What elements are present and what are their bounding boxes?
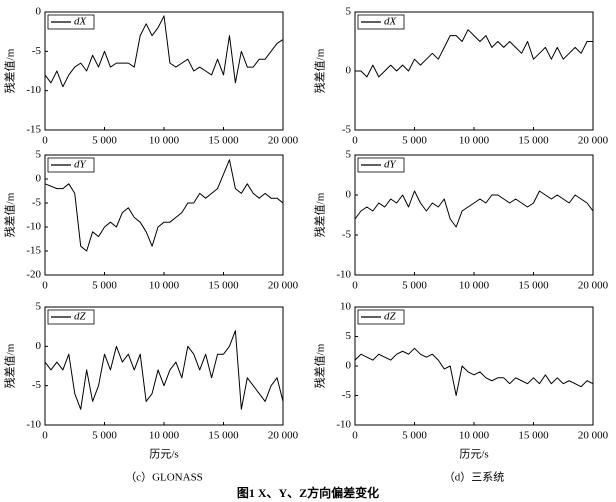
x-tick-label: 5 000 bbox=[92, 280, 117, 292]
y-tick-label: -10 bbox=[26, 84, 41, 96]
legend-label: dZ bbox=[384, 311, 397, 323]
x-tick-label: 10 000 bbox=[149, 280, 180, 292]
y-axis-label: 残差值/m bbox=[313, 192, 327, 237]
data-line bbox=[354, 190, 594, 228]
x-axis-label: 历元/s bbox=[459, 448, 488, 461]
legend-label: dX bbox=[384, 16, 398, 28]
y-tick-label: -5 bbox=[32, 379, 42, 391]
y-tick-label: 5 bbox=[346, 149, 352, 161]
x-tick-label: 5 000 bbox=[402, 430, 427, 442]
data-line bbox=[44, 159, 284, 252]
legend-label: dX bbox=[74, 16, 88, 28]
x-tick-label: 15 000 bbox=[518, 280, 549, 292]
x-tick-label: 15 000 bbox=[208, 430, 239, 442]
y-tick-label: -10 bbox=[336, 269, 351, 281]
legend-label: dY bbox=[384, 159, 398, 171]
x-tick-label: 20 000 bbox=[578, 135, 609, 147]
y-tick-label: 0 bbox=[36, 340, 42, 352]
x-tick-label: 5 000 bbox=[92, 430, 117, 442]
x-tick-label: 15 000 bbox=[518, 135, 549, 147]
x-tick-label: 0 bbox=[42, 430, 48, 442]
x-tick-label: 5 000 bbox=[402, 135, 427, 147]
x-tick-label: 0 bbox=[352, 430, 358, 442]
x-tick-label: 0 bbox=[42, 135, 48, 147]
data-line bbox=[44, 330, 284, 410]
x-tick-label: 15 000 bbox=[208, 280, 239, 292]
y-tick-label: 0 bbox=[346, 360, 352, 372]
y-tick-label: -5 bbox=[32, 197, 42, 209]
y-tick-label: -5 bbox=[342, 124, 352, 136]
y-tick-label: -5 bbox=[32, 45, 42, 57]
data-line bbox=[44, 15, 284, 88]
x-tick-label: 10 000 bbox=[459, 280, 490, 292]
y-tick-label: 5 bbox=[36, 301, 42, 313]
y-tick-label: 5 bbox=[36, 149, 42, 161]
x-tick-label: 15 000 bbox=[518, 430, 549, 442]
caption: （c）GLONASS bbox=[125, 471, 203, 484]
x-tick-label: 0 bbox=[352, 280, 358, 292]
plot-frame bbox=[354, 154, 594, 276]
x-tick-label: 0 bbox=[42, 280, 48, 292]
x-tick-label: 0 bbox=[352, 135, 358, 147]
y-tick-label: -10 bbox=[26, 221, 41, 233]
plot-frame bbox=[354, 306, 594, 426]
legend-label: dY bbox=[74, 159, 88, 171]
y-tick-label: -15 bbox=[26, 245, 41, 257]
legend-label: dZ bbox=[74, 311, 87, 323]
y-tick-label: -20 bbox=[26, 269, 41, 281]
x-tick-label: 10 000 bbox=[149, 135, 180, 147]
plot-frame bbox=[44, 11, 284, 131]
figure-title: 图1 X、Y、Z方向偏差变化 bbox=[237, 485, 379, 500]
y-axis-label: 残差值/m bbox=[313, 48, 327, 93]
plot-frame bbox=[44, 154, 284, 276]
x-tick-label: 20 000 bbox=[578, 280, 609, 292]
y-tick-label: -10 bbox=[26, 419, 41, 431]
plot-frame bbox=[354, 11, 594, 131]
data-line bbox=[355, 29, 593, 78]
y-axis-label: 残差值/m bbox=[3, 192, 17, 237]
x-tick-label: 10 000 bbox=[459, 430, 490, 442]
x-tick-label: 5 000 bbox=[92, 135, 117, 147]
y-axis-label: 残差值/m bbox=[313, 343, 327, 388]
x-tick-label: 20 000 bbox=[578, 430, 609, 442]
y-tick-label: 10 bbox=[340, 301, 352, 313]
y-tick-label: -5 bbox=[342, 229, 352, 241]
x-tick-label: 20 000 bbox=[268, 135, 299, 147]
y-tick-label: -10 bbox=[336, 419, 351, 431]
y-tick-label: -15 bbox=[26, 124, 41, 136]
y-tick-label: 0 bbox=[36, 6, 42, 18]
x-tick-label: 15 000 bbox=[208, 135, 239, 147]
y-tick-label: 5 bbox=[346, 6, 352, 18]
y-tick-label: 0 bbox=[346, 65, 352, 77]
x-tick-label: 20 000 bbox=[268, 430, 299, 442]
x-tick-label: 20 000 bbox=[268, 280, 299, 292]
y-axis-label: 残差值/m bbox=[3, 343, 17, 388]
x-tick-label: 10 000 bbox=[149, 430, 180, 442]
y-tick-label: 5 bbox=[346, 330, 352, 342]
y-tick-label: 0 bbox=[346, 189, 352, 201]
caption: （d）三系统 bbox=[444, 471, 505, 484]
x-tick-label: 10 000 bbox=[459, 135, 490, 147]
x-axis-label: 历元/s bbox=[149, 448, 178, 461]
y-axis-label: 残差值/m bbox=[3, 48, 17, 93]
data-line bbox=[354, 347, 594, 396]
y-tick-label: -5 bbox=[342, 389, 352, 401]
y-tick-label: 0 bbox=[36, 173, 42, 185]
x-tick-label: 5 000 bbox=[402, 280, 427, 292]
